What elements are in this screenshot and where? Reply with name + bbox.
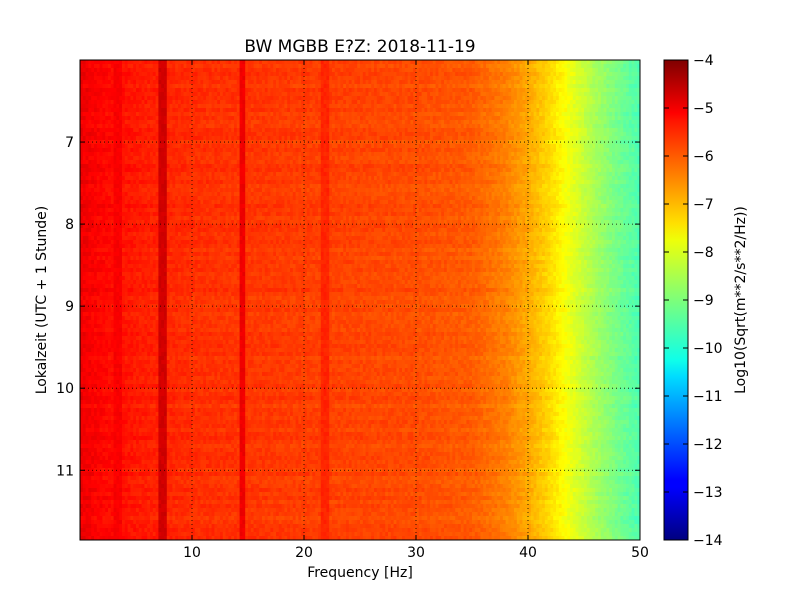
spectrogram-heatmap xyxy=(80,60,641,541)
